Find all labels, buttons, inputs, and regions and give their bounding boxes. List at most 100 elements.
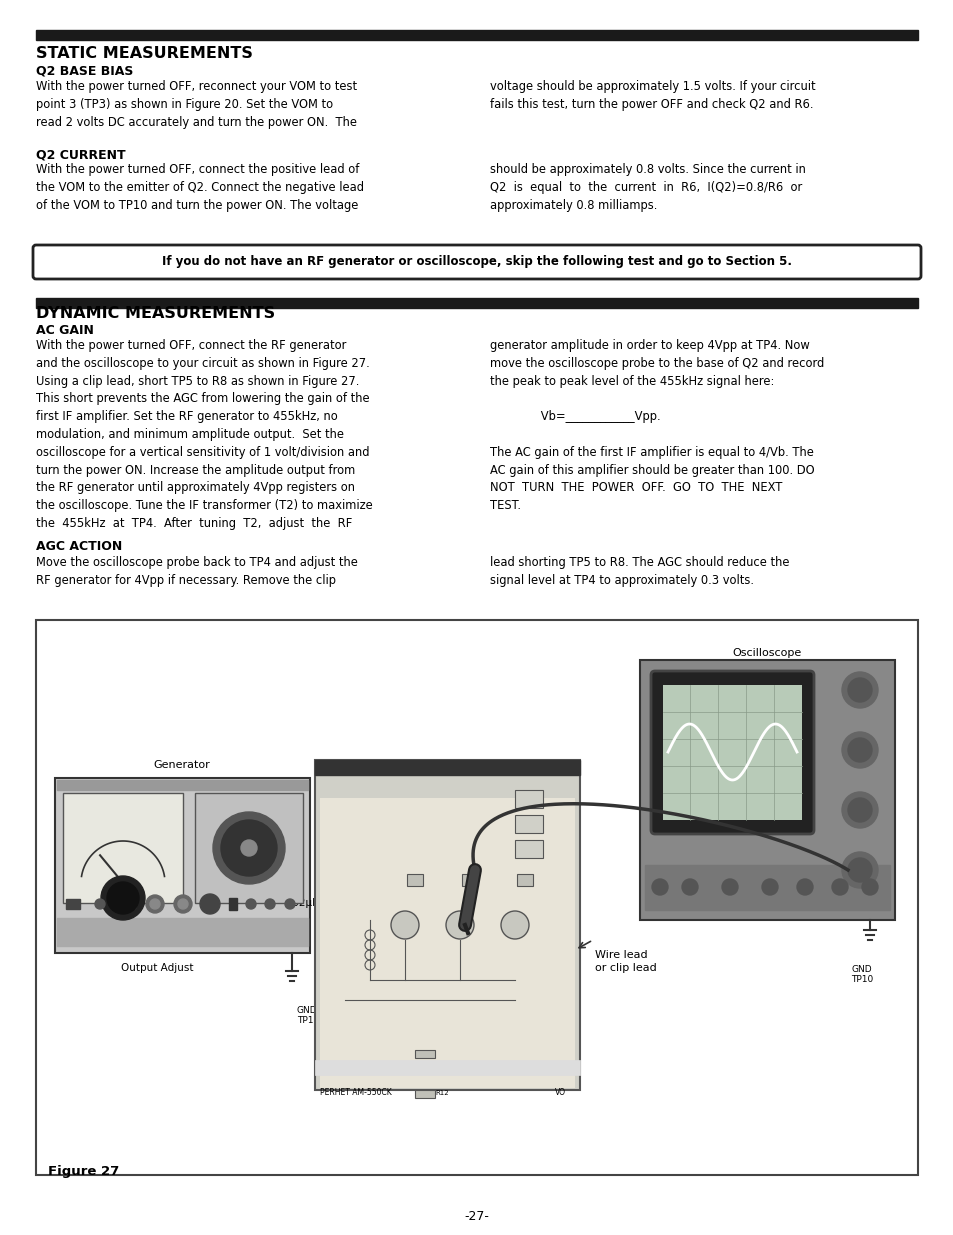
Text: PERHET AM-550CK: PERHET AM-550CK: [319, 1088, 392, 1097]
Circle shape: [107, 882, 139, 914]
Text: -27-: -27-: [464, 1210, 489, 1223]
Bar: [55, 778, 310, 953]
FancyBboxPatch shape: [650, 671, 813, 834]
Circle shape: [241, 840, 256, 856]
Text: DYNAMIC MEASUREMENTS: DYNAMIC MEASUREMENTS: [36, 306, 274, 321]
Text: Q2 CURRENT: Q2 CURRENT: [36, 148, 126, 161]
Circle shape: [681, 879, 698, 895]
Text: GND
TP10: GND TP10: [850, 965, 872, 984]
Text: DETECTOR: DETECTOR: [390, 1074, 427, 1081]
Circle shape: [150, 899, 160, 909]
Circle shape: [847, 739, 871, 762]
Bar: [415, 1091, 435, 1098]
Text: TP3: TP3: [333, 986, 347, 994]
Text: Q2 BASE BIAS: Q2 BASE BIAS: [36, 65, 133, 78]
Circle shape: [831, 879, 847, 895]
Text: Q: Q: [456, 930, 462, 936]
Bar: [57, 918, 308, 946]
Text: Generator: Generator: [153, 760, 211, 769]
Bar: [66, 899, 80, 909]
Text: With the power turned OFF, reconnect your VOM to test
point 3 (TP3) as shown in : With the power turned OFF, reconnect you…: [36, 80, 356, 128]
Circle shape: [796, 879, 812, 895]
Text: Oscilloscope: Oscilloscope: [732, 648, 801, 658]
Text: .02μF: .02μF: [290, 898, 318, 908]
Text: voltage should be approximately 1.5 volts. If your circuit
fails this test, turn: voltage should be approximately 1.5 volt…: [490, 80, 815, 111]
Text: AGC: AGC: [335, 1010, 351, 1019]
Text: TOR: TOR: [316, 762, 333, 771]
Text: should be approximately 0.8 volts. Since the current in
Q2  is  equal  to  the  : should be approximately 0.8 volts. Since…: [490, 163, 805, 211]
Text: P: P: [343, 762, 347, 771]
Bar: [407, 874, 422, 885]
Circle shape: [213, 811, 285, 884]
FancyBboxPatch shape: [33, 245, 920, 279]
Text: Move the oscilloscope probe back to TP4 and adjust the
RF generator for 4Vpp if : Move the oscilloscope probe back to TP4 …: [36, 556, 357, 587]
Circle shape: [178, 899, 188, 909]
Circle shape: [246, 899, 255, 909]
Bar: [515, 840, 542, 858]
Circle shape: [265, 899, 274, 909]
Bar: [36, 298, 917, 308]
Text: TP2: TP2: [333, 960, 347, 969]
Bar: [314, 760, 579, 1091]
Circle shape: [446, 911, 474, 939]
Bar: [194, 793, 303, 903]
Circle shape: [221, 820, 276, 876]
Bar: [515, 815, 542, 832]
Text: If you do not have an RF generator or oscilloscope, skip the following test and : If you do not have an RF generator or os…: [162, 254, 791, 268]
Circle shape: [841, 672, 877, 708]
Circle shape: [847, 678, 871, 701]
Circle shape: [841, 852, 877, 888]
Bar: [314, 760, 579, 776]
Bar: [662, 685, 801, 820]
Circle shape: [862, 879, 877, 895]
Circle shape: [101, 876, 145, 920]
Circle shape: [95, 899, 105, 909]
Bar: [229, 898, 236, 910]
Circle shape: [841, 792, 877, 827]
Bar: [415, 1050, 435, 1058]
Text: Q: Q: [401, 930, 407, 936]
Text: Figure 27: Figure 27: [48, 1165, 119, 1178]
Circle shape: [761, 879, 778, 895]
Text: SECON: SECON: [464, 762, 491, 771]
Text: IF AMPLIFIER: IF AMPLIFIER: [363, 762, 412, 771]
Text: Q: Q: [512, 930, 517, 936]
Bar: [36, 620, 917, 1174]
Circle shape: [721, 879, 738, 895]
Text: lead shorting TP5 to R8. The AGC should reduce the
signal level at TP4 to approx: lead shorting TP5 to R8. The AGC should …: [490, 556, 789, 587]
Circle shape: [285, 899, 294, 909]
Bar: [644, 864, 889, 910]
Circle shape: [841, 732, 877, 768]
Text: AGC ACTION: AGC ACTION: [36, 540, 122, 553]
Bar: [63, 793, 183, 903]
Bar: [314, 1060, 579, 1074]
Text: D1: D1: [435, 1050, 445, 1058]
Text: STATIC MEASUREMENTS: STATIC MEASUREMENTS: [36, 46, 253, 61]
Circle shape: [391, 911, 418, 939]
Bar: [119, 900, 135, 908]
Circle shape: [200, 894, 220, 914]
Text: With the power turned OFF, connect the RF generator
and the oscilloscope to your: With the power turned OFF, connect the R…: [36, 338, 373, 530]
Bar: [515, 790, 542, 808]
Text: With the power turned OFF, connect the positive lead of
the VOM to the emitter o: With the power turned OFF, connect the p…: [36, 163, 364, 211]
Bar: [319, 798, 575, 1088]
Circle shape: [146, 895, 164, 913]
Bar: [517, 874, 533, 885]
Bar: [639, 659, 894, 920]
Circle shape: [500, 911, 529, 939]
Text: Wire lead
or clip lead: Wire lead or clip lead: [595, 950, 656, 973]
Text: VO: VO: [555, 1088, 565, 1097]
Bar: [57, 781, 308, 790]
Bar: [461, 874, 477, 885]
Bar: [36, 30, 917, 40]
Circle shape: [847, 798, 871, 823]
Text: R12: R12: [435, 1091, 448, 1095]
Circle shape: [173, 895, 192, 913]
Text: Probe: Probe: [405, 860, 436, 869]
Text: AC GAIN: AC GAIN: [36, 324, 93, 337]
Text: generator amplitude in order to keep 4Vpp at TP4. Now
move the oscilloscope prob: generator amplitude in order to keep 4Vp…: [490, 338, 823, 513]
Circle shape: [651, 879, 667, 895]
Circle shape: [847, 858, 871, 882]
Text: GND
TP10: GND TP10: [296, 1007, 319, 1025]
Text: Output Adjust: Output Adjust: [121, 963, 193, 973]
